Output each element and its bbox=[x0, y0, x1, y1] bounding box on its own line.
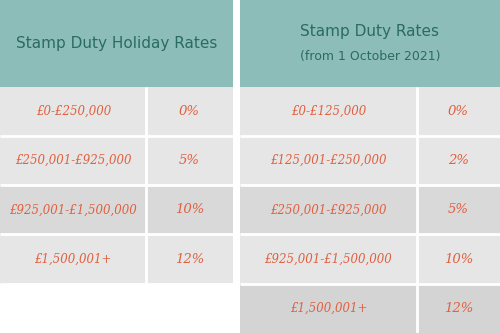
Text: £0-£250,000: £0-£250,000 bbox=[36, 105, 111, 118]
Text: Stamp Duty Rates: Stamp Duty Rates bbox=[300, 24, 440, 39]
Text: 2%: 2% bbox=[448, 154, 469, 167]
Bar bbox=[240, 234, 500, 284]
Text: £250,001-£925,000: £250,001-£925,000 bbox=[270, 203, 386, 216]
Bar bbox=[0, 0, 232, 333]
Text: (from 1 October 2021): (from 1 October 2021) bbox=[300, 50, 440, 63]
Bar bbox=[0, 234, 232, 284]
Text: £925,001-£1,500,000: £925,001-£1,500,000 bbox=[10, 203, 137, 216]
Bar bbox=[240, 136, 500, 185]
Bar bbox=[240, 87, 500, 136]
Text: Stamp Duty Holiday Rates: Stamp Duty Holiday Rates bbox=[16, 36, 217, 51]
Bar bbox=[240, 185, 500, 234]
Text: £1,500,001+: £1,500,001+ bbox=[34, 252, 112, 266]
Bar bbox=[0, 0, 232, 87]
Bar bbox=[240, 284, 500, 333]
Bar bbox=[0, 284, 232, 333]
Text: £925,001-£1,500,000: £925,001-£1,500,000 bbox=[264, 252, 392, 266]
Bar bbox=[240, 0, 500, 87]
Bar bbox=[0, 87, 232, 136]
Text: 5%: 5% bbox=[179, 154, 200, 167]
Text: 10%: 10% bbox=[444, 252, 473, 266]
Text: £125,001-£250,000: £125,001-£250,000 bbox=[270, 154, 386, 167]
Bar bbox=[0, 185, 232, 234]
Text: £250,001-£925,000: £250,001-£925,000 bbox=[15, 154, 132, 167]
Bar bbox=[0, 136, 232, 185]
Text: £1,500,001+: £1,500,001+ bbox=[290, 302, 367, 315]
Text: 5%: 5% bbox=[448, 203, 469, 216]
Text: 10%: 10% bbox=[175, 203, 204, 216]
Text: 12%: 12% bbox=[175, 252, 204, 266]
Text: 0%: 0% bbox=[448, 105, 469, 118]
Text: £0-£125,000: £0-£125,000 bbox=[291, 105, 366, 118]
Text: 0%: 0% bbox=[179, 105, 200, 118]
Text: 12%: 12% bbox=[444, 302, 473, 315]
